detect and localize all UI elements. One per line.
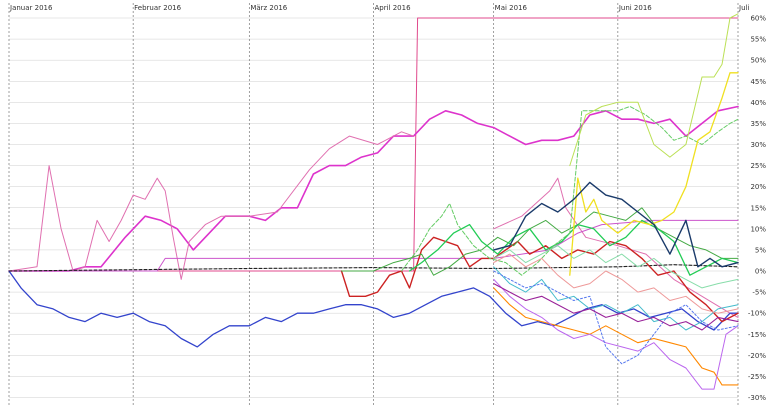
- y-tick-label: 55%: [750, 36, 766, 44]
- series-line-5: [8, 219, 739, 272]
- x-tick-label: April 2016: [375, 4, 412, 12]
- x-tick-label: Juni 2016: [618, 4, 652, 12]
- y-tick-label: 5%: [755, 246, 766, 254]
- series-line-12: [569, 13, 739, 167]
- y-tick-label: -10%: [748, 310, 766, 318]
- series-line-19: [493, 283, 739, 331]
- y-tick-label: 50%: [750, 57, 766, 65]
- series-line-20: [493, 253, 739, 314]
- y-tick-label: 40%: [750, 99, 766, 107]
- y-tick-label: 15%: [750, 204, 766, 212]
- y-tick-label: 0%: [755, 268, 766, 276]
- series-line-4: [493, 177, 739, 318]
- x-tick-label: März 2016: [250, 4, 287, 12]
- y-tick-label: 25%: [750, 162, 766, 170]
- y-tick-label: -25%: [748, 373, 766, 381]
- y-tick-label: -20%: [748, 352, 766, 360]
- y-tick-label: -30%: [748, 394, 766, 402]
- series-line-6: [8, 270, 739, 348]
- y-tick-label: 10%: [750, 225, 766, 233]
- y-tick-label: -15%: [748, 331, 766, 339]
- series-line-16: [493, 278, 739, 390]
- series-line-8: [340, 236, 739, 323]
- y-tick-label: 20%: [750, 183, 766, 191]
- series-line-11: [401, 106, 739, 276]
- x-tick-label: Januar 2016: [9, 4, 53, 12]
- series-line-13: [569, 72, 739, 276]
- series-line-9: [341, 207, 739, 276]
- series-line-14: [493, 181, 739, 268]
- y-tick-label: -5%: [752, 289, 766, 297]
- y-tick-label: 30%: [750, 141, 766, 149]
- y-tick-label: 45%: [750, 78, 766, 86]
- series-line-2: [8, 105, 739, 272]
- y-tick-label: 35%: [750, 120, 766, 128]
- series-line-3: [8, 131, 415, 280]
- x-tick-label: Juli: [738, 4, 749, 12]
- x-tick-label: Februar 2016: [134, 4, 181, 12]
- y-tick-label: 60%: [750, 15, 766, 23]
- series-lines: [8, 13, 739, 390]
- series-line-18: [493, 270, 739, 365]
- series-line-1: [8, 17, 739, 272]
- series-line-21: [493, 245, 739, 289]
- series-line-7: [8, 264, 739, 272]
- series-line-15: [493, 287, 739, 386]
- axis-labels: 60% 55% 50% 45% 40% 35% 30% 25% 20% 15% 10% 5% 0% -5%…: [9, 4, 766, 402]
- x-tick-label: Mai 2016: [495, 4, 528, 12]
